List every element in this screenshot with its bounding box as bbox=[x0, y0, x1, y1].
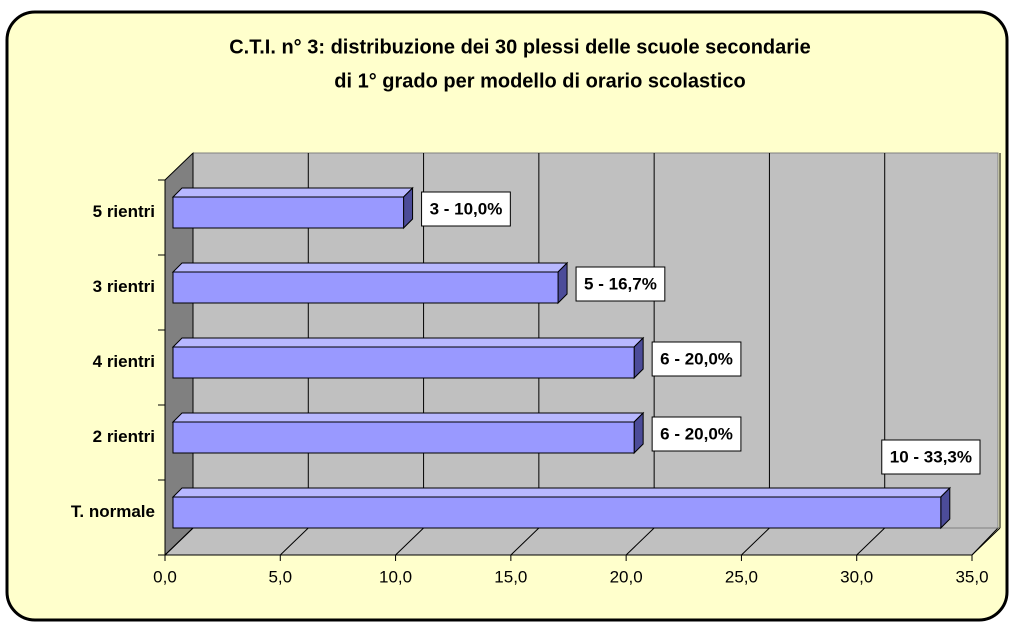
x-tick-label: 0,0 bbox=[153, 567, 177, 586]
floor-grid-line bbox=[856, 527, 886, 556]
data-label: 6 - 20,0% bbox=[660, 424, 733, 443]
bar-top bbox=[171, 412, 645, 423]
chart-title: C.T.I. n° 3: distribuzione dei 30 plessi… bbox=[229, 36, 811, 58]
data-label-box bbox=[651, 341, 742, 377]
x-tick-label: 10,0 bbox=[379, 567, 412, 586]
bar bbox=[172, 271, 559, 304]
bar-top bbox=[171, 337, 645, 348]
x-tick-label: 15,0 bbox=[494, 567, 527, 586]
bar-top bbox=[171, 187, 414, 198]
floor-grid-line bbox=[510, 527, 540, 556]
floor-grid-line bbox=[741, 527, 770, 556]
x-tick-label: 25,0 bbox=[725, 567, 758, 586]
bar bbox=[172, 496, 942, 529]
bar bbox=[172, 421, 635, 454]
bar bbox=[172, 346, 635, 379]
y-tick-label: 5 rientri bbox=[93, 202, 155, 221]
bar-top bbox=[171, 262, 569, 273]
y-tick-label: 4 rientri bbox=[93, 352, 155, 371]
x-tick-label: 30,0 bbox=[840, 567, 873, 586]
x-tick-label: 35,0 bbox=[955, 567, 988, 586]
data-label: 10 - 33,3% bbox=[890, 447, 972, 466]
chart-title: di 1° grado per modello di orario scolas… bbox=[334, 70, 745, 92]
floor bbox=[163, 527, 1000, 556]
y-tick-label: 3 rientri bbox=[93, 277, 155, 296]
data-label-box bbox=[651, 416, 742, 452]
floor-grid-line bbox=[625, 527, 655, 556]
y-tick-label: 2 rientri bbox=[93, 427, 155, 446]
bar bbox=[172, 196, 405, 229]
x-tick-label: 20,0 bbox=[610, 567, 643, 586]
data-label-box bbox=[575, 266, 666, 302]
data-label-box bbox=[881, 439, 981, 475]
data-label: 3 - 10,0% bbox=[430, 199, 503, 218]
x-tick-label: 5,0 bbox=[268, 567, 292, 586]
data-label: 5 - 16,7% bbox=[584, 274, 657, 293]
floor-grid-line bbox=[395, 527, 424, 556]
y-tick-label: T. normale bbox=[71, 502, 155, 521]
floor-grid-line bbox=[971, 527, 1001, 556]
data-label-box bbox=[421, 191, 511, 227]
data-label: 6 - 20,0% bbox=[660, 349, 733, 368]
bar-top bbox=[171, 487, 952, 498]
floor-grid-line bbox=[164, 527, 194, 556]
floor-grid-line bbox=[279, 527, 309, 556]
